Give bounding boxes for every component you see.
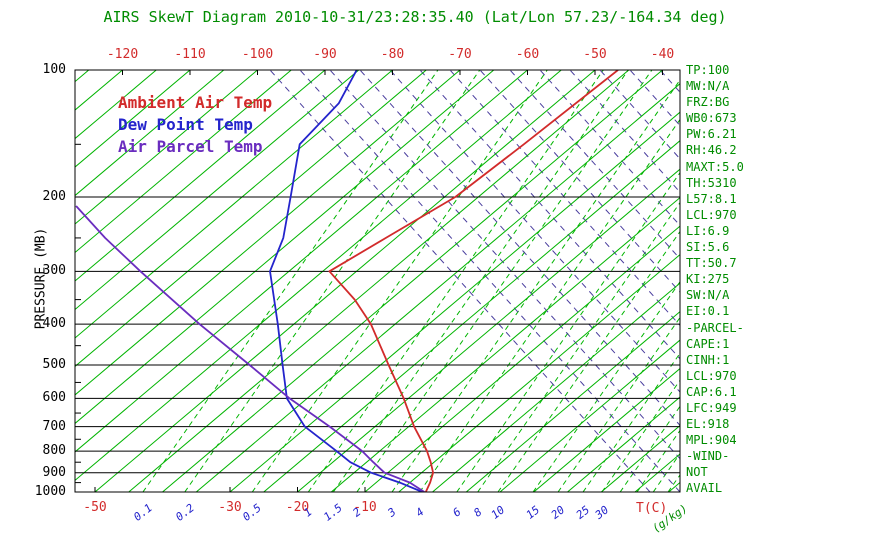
legend-ambient-air-temp: Ambient Air Temp — [118, 93, 273, 112]
bottom-axis-temp-label: -50 — [83, 500, 107, 515]
legend-dew-point-temp: Dew Point Temp — [118, 115, 253, 134]
stats-line: LCL:970 — [686, 207, 737, 222]
pressure-tick-label: 800 — [42, 443, 66, 459]
chart-title: AIRS SkewT Diagram 2010-10-31/23:28:35.4… — [103, 8, 727, 26]
stats-line: -PARCEL- — [686, 320, 744, 335]
pressure-tick-label: 900 — [42, 464, 66, 480]
stats-line: CAPE:1 — [686, 336, 730, 351]
stats-line: WB0:673 — [686, 111, 737, 126]
stats-line: NOT — [686, 465, 708, 480]
stats-line: MPL:904 — [686, 433, 737, 448]
bottom-axis-temp-label: -30 — [218, 500, 242, 515]
stats-panel: TP:100 MW:N/A FRZ:BG WB0:673 PW:6.21 RH:46.2 M… — [686, 62, 744, 497]
pressure-tick-label: 100 — [42, 62, 66, 77]
stats-line: CAP:6.1 — [686, 384, 737, 399]
pressure-tick-label: 200 — [42, 189, 66, 205]
pressure-tick-label: 500 — [42, 356, 66, 372]
stats-line: TH:5310 — [686, 175, 737, 190]
bottom-axis-temp-label: -10 — [353, 500, 377, 515]
stats-line: MW:N/A — [686, 79, 730, 94]
stats-line: CINH:1 — [686, 352, 730, 367]
pressure-tick-label: 400 — [42, 316, 66, 332]
stats-line: PW:6.21 — [686, 127, 737, 142]
curve-air-parcel-temp — [75, 205, 425, 492]
top-axis-temp-label: -70 — [448, 47, 472, 62]
curve-dew-point-temp — [269, 70, 423, 492]
stats-line: EI:0.1 — [686, 304, 730, 319]
curve-ambient-air-temp — [328, 70, 619, 492]
stats-line: LFC:949 — [686, 400, 737, 415]
pressure-tick-label: 600 — [42, 390, 66, 406]
legend-air-parcel-temp: Air Parcel Temp — [118, 137, 263, 156]
top-axis-temp-label: -80 — [380, 47, 405, 62]
stats-line: TP:100 — [686, 63, 730, 77]
temperature-unit-label: T(C) — [636, 501, 668, 516]
top-axis-temp-label: -100 — [241, 47, 274, 62]
stats-line: SI:5.6 — [686, 240, 730, 255]
stats-line: RH:46.2 — [686, 143, 737, 158]
dry-adiabat-lines — [269, 70, 680, 492]
stats-line: LCL:970 — [686, 368, 737, 383]
stats-line: AVAIL — [686, 481, 723, 496]
stats-line: LI:6.9 — [686, 223, 730, 238]
sounding-curves — [75, 70, 619, 492]
stats-line: EL:918 — [686, 417, 730, 432]
top-axis-temp-label: -120 — [106, 47, 139, 62]
stats-line: L57:8.1 — [686, 191, 737, 206]
stats-line: KI:275 — [686, 272, 730, 287]
stats-line: TT:50.7 — [686, 256, 737, 271]
pressure-tick-label: 1000 — [34, 484, 66, 499]
isotherm-lines — [75, 70, 680, 492]
pressure-tick-label: 700 — [42, 418, 66, 434]
stats-line: SW:N/A — [686, 288, 730, 303]
stats-line: FRZ:BG — [686, 95, 730, 110]
top-axis-temp-label: -50 — [583, 47, 607, 62]
top-axis-temp-label: -110 — [174, 47, 206, 62]
top-axis-temp-label: -40 — [650, 47, 675, 62]
bottom-axis-temp-label: -20 — [285, 500, 310, 515]
top-axis-temp-label: -60 — [515, 47, 540, 62]
pressure-tick-label: 300 — [42, 263, 66, 279]
stats-line: MAXT:5.0 — [686, 159, 744, 174]
top-axis-temp-label: -90 — [313, 47, 337, 62]
stats-line: -WIND- — [686, 449, 730, 464]
